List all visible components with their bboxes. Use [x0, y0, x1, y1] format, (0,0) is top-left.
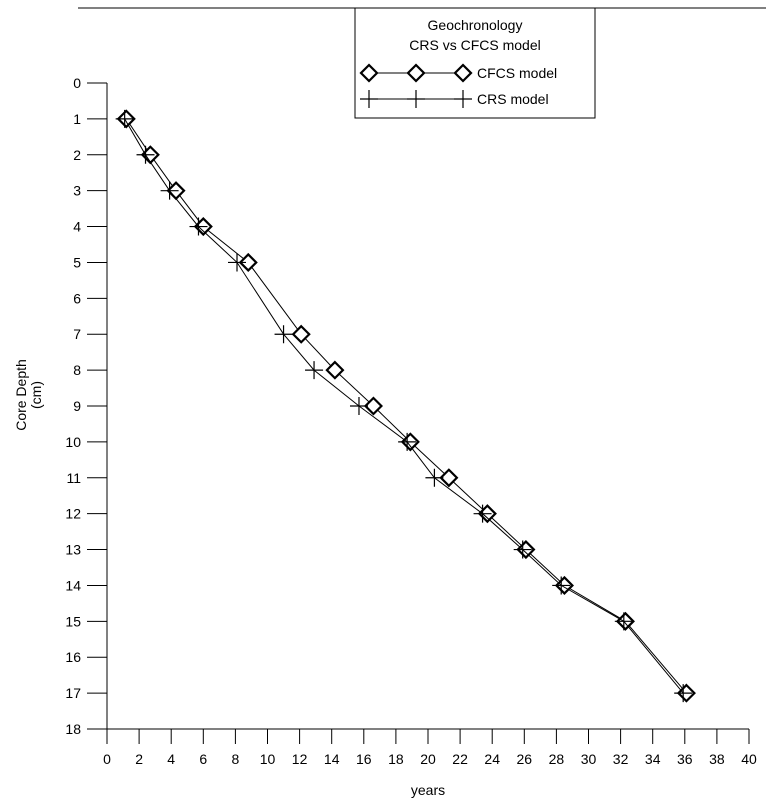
- data-point-crs-model-11: [513, 540, 532, 559]
- y-tick-label-5: 5: [73, 254, 81, 270]
- x-tick-label-30: 30: [581, 751, 597, 767]
- x-axis-title: years: [411, 782, 445, 798]
- series-line-cfcs-model: [125, 118, 687, 694]
- data-point-cfcs-model-7: [363, 396, 383, 416]
- data-point-crs-model-0: [115, 109, 134, 128]
- x-tick-label-28: 28: [549, 751, 565, 767]
- x-tick-label-4: 4: [167, 751, 175, 767]
- y-axis-title: Core Depth (cm): [13, 359, 44, 431]
- data-point-crs-model-6: [305, 361, 324, 380]
- y-tick-label-6: 6: [73, 290, 81, 306]
- data-point-crs-model-2: [160, 181, 179, 200]
- x-tick-label-40: 40: [741, 751, 757, 767]
- data-point-crs-model-9: [425, 468, 444, 487]
- data-point-crs-model-8: [398, 432, 417, 451]
- y-tick-label-0: 0: [73, 75, 81, 91]
- x-tick-label-26: 26: [517, 751, 533, 767]
- data-point-crs-model-4: [228, 253, 247, 272]
- y-tick-label-18: 18: [65, 721, 81, 737]
- x-tick-label-8: 8: [232, 751, 240, 767]
- y-tick-label-3: 3: [73, 183, 81, 199]
- x-tick-label-6: 6: [199, 751, 207, 767]
- legend-box: [354, 7, 596, 119]
- data-point-cfcs-model-4: [238, 252, 258, 273]
- data-point-crs-model-13: [614, 612, 633, 631]
- y-tick-label-13: 13: [65, 542, 81, 558]
- legend-title: Geochronology: [428, 17, 523, 33]
- x-tick-label-38: 38: [709, 751, 725, 767]
- y-tick-label-9: 9: [73, 398, 81, 414]
- data-point-cfcs-model-9: [439, 468, 459, 488]
- y-tick-label-2: 2: [73, 147, 81, 163]
- data-point-cfcs-model-5: [291, 324, 311, 344]
- x-tick-label-10: 10: [260, 751, 276, 767]
- data-point-crs-model-5: [274, 325, 293, 344]
- legend-subtitle: CRS vs CFCS model: [409, 37, 540, 53]
- y-tick-label-11: 11: [66, 470, 81, 486]
- y-axis-title-line2: (cm): [28, 381, 44, 409]
- x-tick-label-20: 20: [420, 751, 436, 767]
- legend-marker-cfcs-model-0: [359, 63, 379, 83]
- data-point-crs-model-1: [136, 145, 155, 164]
- y-tick-label-7: 7: [73, 326, 81, 342]
- data-point-crs-model-12: [552, 576, 571, 595]
- x-tick-label-14: 14: [324, 751, 340, 767]
- y-tick-label-1: 1: [73, 111, 81, 127]
- data-point-crs-model-7: [349, 397, 368, 415]
- x-tick-label-12: 12: [292, 751, 308, 767]
- legend-marker-cfcs-model-1: [406, 63, 426, 83]
- y-tick-label-14: 14: [65, 577, 81, 593]
- x-tick-label-36: 36: [677, 751, 693, 767]
- legend-entries: CFCS model CRS model: [359, 63, 557, 108]
- series-line-crs-model: [124, 118, 684, 694]
- series-crs-model: [115, 109, 693, 703]
- legend-marker-crs-model-1: [407, 90, 425, 108]
- legend-label-crs-model: CRS model: [477, 91, 549, 107]
- x-tick-label-22: 22: [452, 751, 468, 767]
- data-point-crs-model-3: [189, 217, 208, 236]
- y-tick-label-10: 10: [65, 434, 81, 450]
- series-layer: [115, 109, 696, 703]
- x-tick-label-2: 2: [135, 751, 143, 767]
- y-tick-label-12: 12: [65, 506, 81, 522]
- legend-label-cfcs-model: CFCS model: [477, 65, 557, 81]
- y-axis-title-line1: Core Depth: [13, 359, 29, 431]
- legend-marker-crs-model-0: [360, 90, 378, 108]
- x-tick-label-24: 24: [484, 751, 500, 767]
- legend: Geochronology CRS vs CFCS model CFCS mod…: [354, 7, 596, 119]
- x-tick-label-0: 0: [103, 751, 111, 767]
- x-tick-label-16: 16: [356, 751, 372, 767]
- y-tick-label-17: 17: [65, 685, 81, 701]
- y-tick-label-16: 16: [65, 649, 81, 665]
- data-point-crs-model-14: [674, 684, 693, 703]
- x-tick-label-32: 32: [613, 751, 629, 767]
- y-tick-label-4: 4: [73, 219, 81, 235]
- legend-marker-crs-model-2: [454, 90, 472, 108]
- data-point-cfcs-model-6: [325, 360, 345, 380]
- x-tick-label-18: 18: [388, 751, 404, 767]
- y-tick-label-15: 15: [65, 613, 81, 629]
- x-tick-label-34: 34: [645, 751, 661, 767]
- legend-marker-cfcs-model-2: [453, 63, 473, 83]
- y-tick-label-8: 8: [73, 362, 81, 378]
- data-point-crs-model-10: [473, 504, 492, 523]
